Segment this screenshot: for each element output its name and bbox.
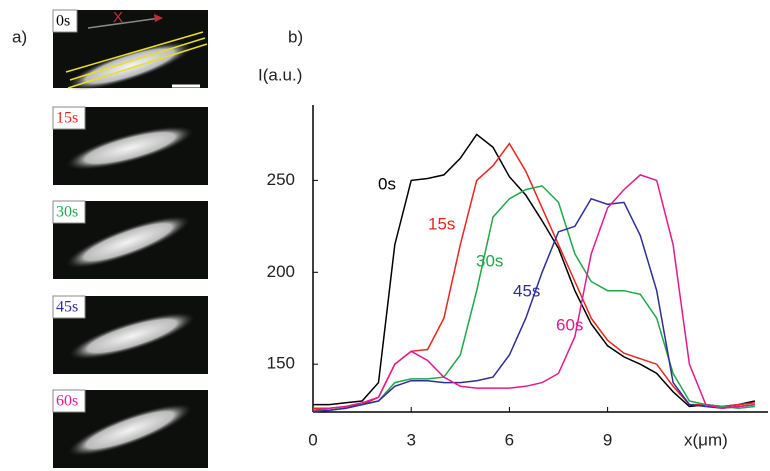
x-tick-label: 9 — [603, 430, 612, 449]
series-label: 15s — [428, 214, 455, 233]
time-label: 45s — [56, 299, 78, 316]
series-line — [312, 197, 755, 413]
x-tick-label: 6 — [505, 430, 514, 449]
series-line — [313, 185, 755, 411]
y-axis-label: I(a.u.) — [258, 65, 302, 84]
x-axis-label: x(μm) — [684, 430, 728, 449]
cell-image — [65, 215, 191, 269]
time-label: 15s — [56, 110, 78, 127]
time-label-box — [52, 9, 78, 33]
x-tick-label: 0 — [308, 430, 317, 449]
image-column: 0s 15s 30s 45s 60s X — [52, 9, 208, 468]
series-line — [313, 133, 756, 408]
time-label-box — [52, 106, 86, 130]
y-tick-label: 250 — [267, 170, 295, 189]
arrow-label: X — [113, 9, 123, 26]
series-label: 60s — [556, 315, 583, 334]
cell-image — [68, 312, 196, 360]
profile-line — [65, 31, 204, 73]
profile-line — [67, 43, 208, 89]
cell-image — [67, 403, 193, 457]
time-label-box — [52, 295, 86, 319]
time-label-box — [52, 389, 86, 413]
axis-arrow — [87, 17, 161, 29]
series-line — [312, 174, 755, 411]
time-label: 30s — [56, 204, 78, 221]
cell-image — [66, 126, 194, 170]
panel-label: b) — [288, 27, 303, 46]
series-label: 30s — [476, 251, 503, 270]
series-label: 0s — [378, 174, 396, 193]
x-tick-label: 3 — [406, 430, 415, 449]
y-tick-label: 150 — [267, 354, 295, 373]
time-label: 0s — [56, 13, 70, 30]
series-label: 45s — [513, 281, 540, 300]
time-label-box — [52, 200, 86, 224]
time-label: 60s — [56, 393, 78, 410]
profile-line — [69, 37, 206, 81]
panel-label: a) — [12, 27, 27, 46]
y-tick-label: 200 — [267, 262, 295, 281]
arrow-head — [154, 14, 163, 22]
